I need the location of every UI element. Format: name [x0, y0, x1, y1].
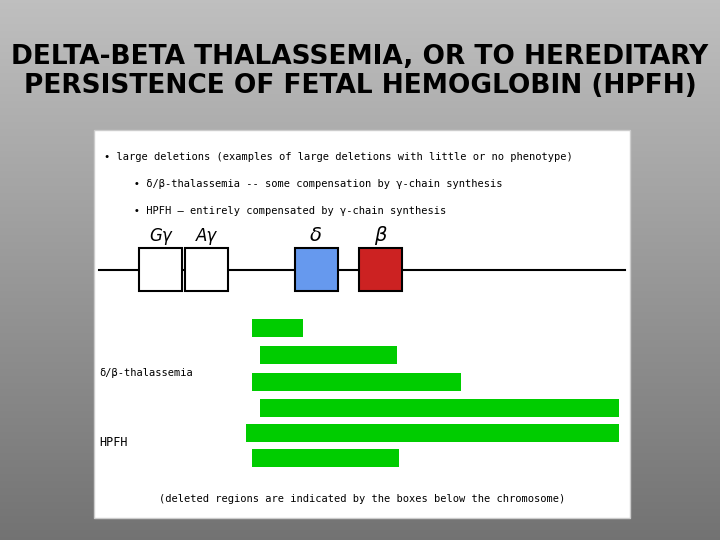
Text: Aγ: Aγ: [196, 227, 217, 245]
Text: PERSISTENCE OF FETAL HEMOGLOBIN (HPFH): PERSISTENCE OF FETAL HEMOGLOBIN (HPFH): [24, 73, 696, 99]
Text: (deleted regions are indicated by the boxes below the chromosome): (deleted regions are indicated by the bo…: [158, 494, 565, 504]
Text: δ: δ: [310, 226, 322, 245]
Text: • δ/β-thalassemia -- some compensation by γ-chain synthesis: • δ/β-thalassemia -- some compensation b…: [115, 179, 503, 189]
Bar: [260, 346, 397, 364]
Bar: [246, 424, 619, 442]
Bar: [94, 130, 630, 518]
Bar: [184, 248, 228, 291]
Text: • HPFH – entirely compensated by γ-chain synthesis: • HPFH – entirely compensated by γ-chain…: [115, 206, 446, 216]
Bar: [252, 374, 461, 391]
Bar: [359, 248, 402, 291]
Text: δ/β-thalassemia: δ/β-thalassemia: [99, 368, 193, 377]
Text: DELTA-BETA THALASSEMIA, OR TO HEREDITARY: DELTA-BETA THALASSEMIA, OR TO HEREDITARY: [12, 44, 708, 70]
Text: Gγ: Gγ: [149, 227, 172, 245]
Bar: [294, 248, 338, 291]
Bar: [252, 449, 400, 467]
Text: • large deletions (examples of large deletions with little or no phenotype): • large deletions (examples of large del…: [104, 152, 573, 162]
Bar: [252, 319, 303, 337]
Text: β: β: [374, 226, 387, 245]
Text: HPFH: HPFH: [99, 436, 127, 449]
Bar: [139, 248, 182, 291]
Bar: [260, 399, 619, 416]
